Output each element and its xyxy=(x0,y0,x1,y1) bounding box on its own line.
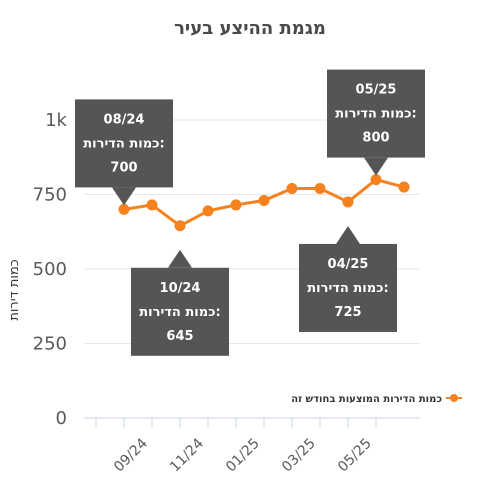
series-layer xyxy=(118,174,410,232)
tooltip-pointer xyxy=(364,157,388,176)
tooltip-box xyxy=(75,99,173,188)
chart-title: מגמת ההיצע בעיר xyxy=(174,18,326,39)
data-point[interactable] xyxy=(174,220,186,232)
tooltip-label: כמות הדירות: xyxy=(139,305,220,320)
tooltip-label: כמות הדירות: xyxy=(83,136,164,151)
x-tick-label: 01/25 xyxy=(223,436,263,476)
tooltip-value: 725 xyxy=(334,305,361,320)
data-point[interactable] xyxy=(146,199,158,211)
x-tick-label: 09/24 xyxy=(111,435,151,475)
tooltip: 10/24 כמות הדירות: 645 xyxy=(131,249,229,356)
data-point[interactable] xyxy=(342,196,354,208)
tooltip-label: כמות הדירות: xyxy=(307,281,388,296)
y-tick-label: 1k xyxy=(45,110,67,131)
tooltip-pointer xyxy=(336,225,360,244)
data-point[interactable] xyxy=(314,183,326,195)
tooltip-layer: 08/24 כמות הדירות: 700 10/24 כמות הדירות: 645… xyxy=(75,69,425,356)
y-axis: 0 250 500 750 1k xyxy=(33,110,68,429)
x-tick-label: 05/25 xyxy=(335,436,375,476)
tooltip: 05/25 כמות הדירות: 800 xyxy=(327,69,425,176)
x-axis-ticks: 09/24 11/24 01/25 03/25 05/25 xyxy=(95,418,377,476)
tooltip: 08/24 כמות הדירות: 700 xyxy=(75,99,173,206)
y-tick-label: 0 xyxy=(56,408,67,429)
data-point[interactable] xyxy=(370,174,382,186)
tooltip-pointer xyxy=(168,249,192,268)
tooltip-date: 05/25 xyxy=(356,83,397,98)
data-point[interactable] xyxy=(202,205,214,217)
tooltip-value: 700 xyxy=(110,160,137,175)
data-point[interactable] xyxy=(230,199,242,211)
legend[interactable]: כמות הדירות המוצעות בחודש זה xyxy=(291,394,462,405)
tooltip: 04/25 כמות הדירות: 725 xyxy=(299,225,397,332)
data-point[interactable] xyxy=(286,183,298,195)
tooltip-pointer xyxy=(112,187,136,206)
data-point[interactable] xyxy=(118,203,130,215)
tooltip-label: כמות הדירות: xyxy=(335,107,416,122)
tooltip-date: 10/24 xyxy=(160,281,201,296)
legend-marker xyxy=(450,394,458,402)
data-point[interactable] xyxy=(398,181,410,193)
y-tick-label: 750 xyxy=(33,185,67,206)
tooltip-box xyxy=(131,267,229,356)
tooltip-date: 08/24 xyxy=(104,112,145,127)
tooltip-box xyxy=(299,243,397,332)
tooltip-value: 800 xyxy=(362,131,389,146)
x-tick-label: 03/25 xyxy=(279,436,319,476)
tooltip-date: 04/25 xyxy=(328,257,369,272)
y-tick-label: 250 xyxy=(33,334,67,355)
x-tick-label: 11/24 xyxy=(167,435,207,475)
data-point[interactable] xyxy=(258,194,270,206)
tooltip-box xyxy=(327,69,425,158)
tooltip-value: 645 xyxy=(166,329,193,344)
y-tick-label: 500 xyxy=(33,259,67,280)
y-axis-label: כמות דירות xyxy=(7,259,22,320)
legend-label: כמות הדירות המוצעות בחודש זה xyxy=(291,394,442,405)
